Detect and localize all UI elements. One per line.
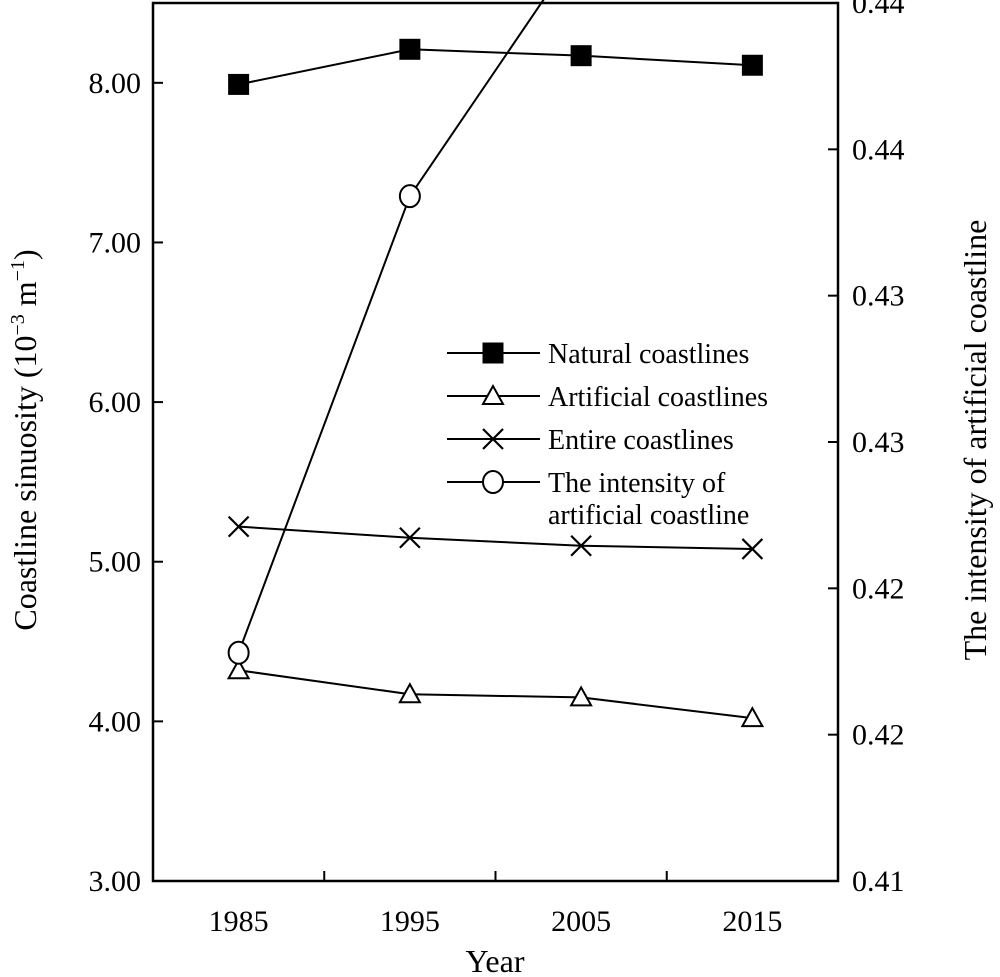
legend-label: artificial coastline [548,500,749,531]
marker-x-stroke [741,538,764,560]
series-3 [227,0,545,665]
marker-x [227,515,250,538]
legend-item: Entire coastlines [447,425,734,456]
right-y-tick-label: 0.43 [852,426,905,459]
legend-item: Natural coastlines [447,339,749,370]
legend-item: Artificial coastlines [447,382,768,413]
marker-x [570,534,592,557]
marker-circle [482,470,504,494]
x-tick-label: 2015 [722,905,782,938]
x-ticks: 1985 1995 2005 2015 [209,871,782,938]
legend-label: The intensity of [548,468,726,499]
marker-square [741,54,763,76]
marker-x [482,428,504,450]
x-tick-label: 1995 [380,905,440,938]
marker-x-stroke [482,428,504,450]
left-y-tick-label: 4.00 [89,705,142,738]
marker-triangle [481,383,505,405]
marker-x-stroke [570,534,592,557]
marker-x-stroke [227,515,250,538]
legend-label: Natural coastlines [548,339,749,370]
x-tick-label: 2005 [551,905,611,938]
marker-circle [227,640,250,665]
marker-square [399,38,421,60]
left-y-axis-title-exp2: −1 [7,260,29,281]
marker-x-stroke [399,527,421,549]
left-y-axis-title-end: ) [7,249,43,260]
right-y-tick-label: 0.44 [852,0,905,20]
left-y-tick-label: 5.00 [89,546,142,579]
right-y-tick-label: 0.42 [852,719,905,752]
series-0 [228,38,763,95]
legend: Natural coastlines Artificial coastlines E… [447,339,768,531]
marker-x [399,527,421,549]
right-y-tick-label: 0.41 [852,865,905,898]
left-y-tick-label: 6.00 [89,386,142,419]
right-y-tick-label: 0.43 [852,280,905,313]
left-y-ticks: 3.00 4.00 5.00 6.00 7.00 8.00 [89,67,163,898]
series-line [238,48,753,86]
series-line [238,525,753,550]
legend-label: Artificial coastlines [548,382,768,413]
marker-x [741,538,764,560]
marker-triangle [398,682,422,704]
x-axis-title: Year [466,943,525,977]
left-y-tick-label: 3.00 [89,865,142,898]
marker-triangle [740,706,765,728]
legend-label: Entire coastlines [548,425,734,456]
left-y-tick-label: 7.00 [89,226,142,259]
left-y-axis-title-exp1: −3 [7,314,29,335]
right-y-tick-label: 0.42 [852,572,905,605]
left-y-axis-title-mid: m [7,281,43,314]
series-line [238,669,753,720]
right-y-axis-title: The intensity of artificial coastline [957,220,993,661]
left-y-axis-title-main: Coastline sinuosity (10 [7,336,43,631]
series-line [237,0,545,654]
series-layer [226,0,765,728]
marker-triangle [226,658,251,680]
marker-triangle [569,685,593,707]
marker-circle [398,184,421,209]
right-y-tick-label: 0.44 [852,133,905,166]
x-tick-label: 1985 [209,905,269,938]
left-y-axis-title: Coastline sinuosity (10−3 m−1) [7,249,43,630]
marker-square [228,73,250,95]
marker-square [570,45,592,67]
left-y-tick-label: 8.00 [89,67,142,100]
series-2 [227,515,764,560]
marker-square [482,342,504,364]
right-y-ticks: 0.41 0.42 0.42 0.43 0.43 0.44 0.44 [828,0,905,898]
series-1 [226,658,765,728]
